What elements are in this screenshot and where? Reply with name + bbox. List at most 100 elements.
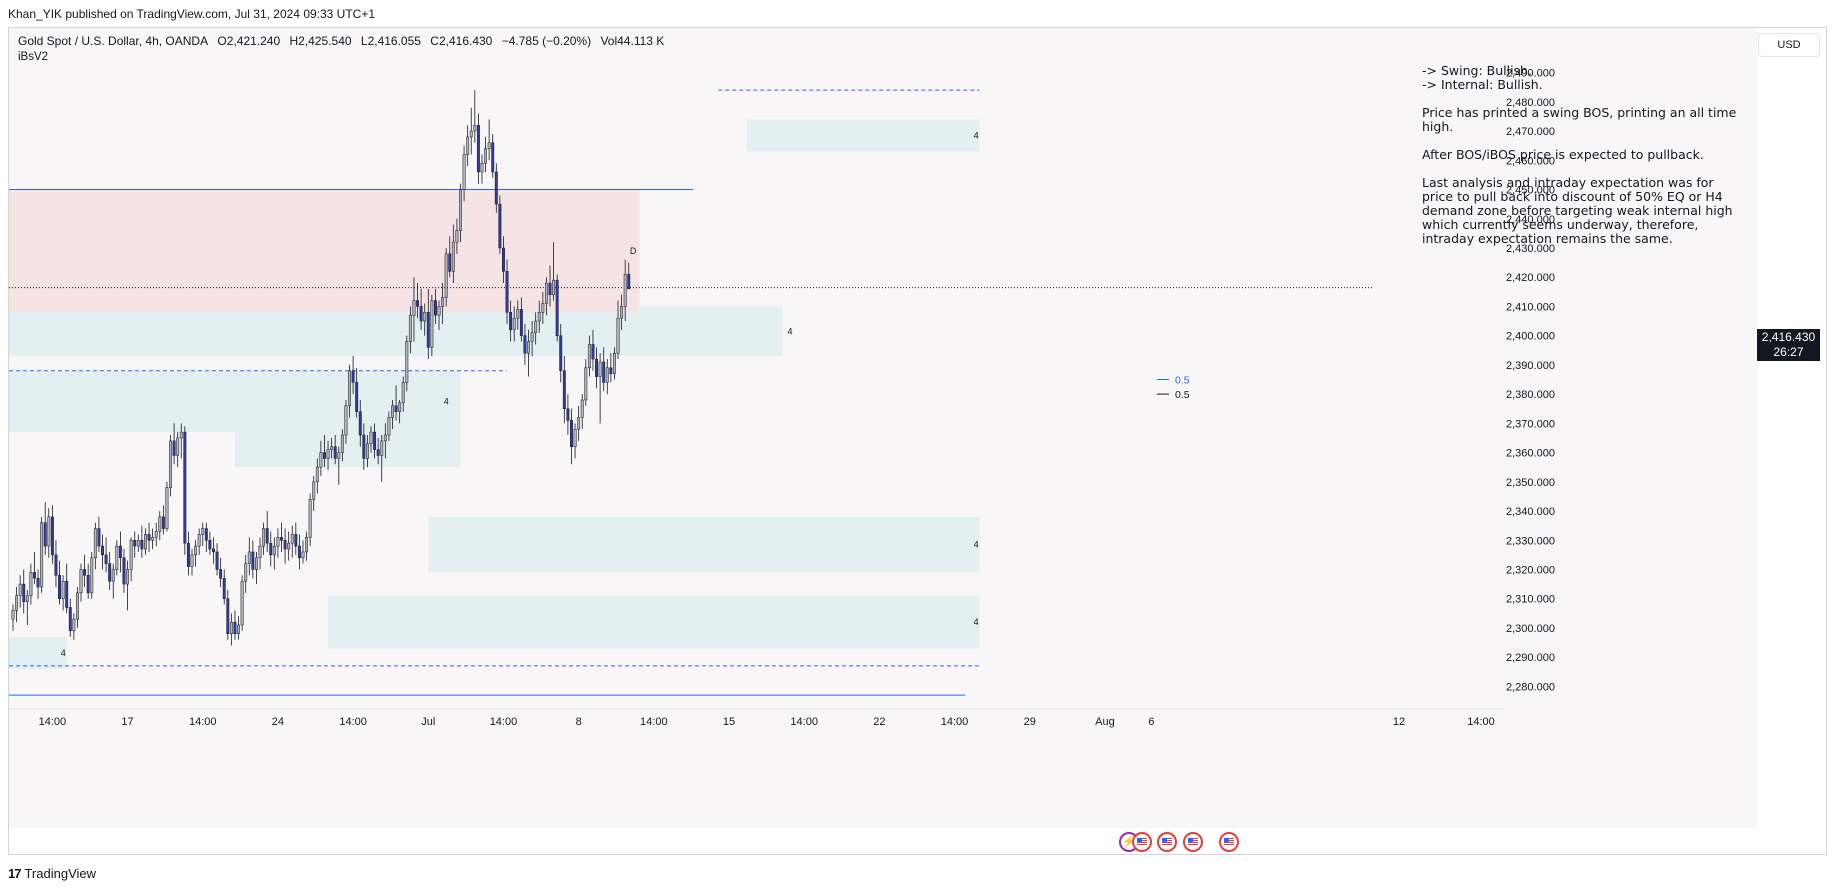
candle-up: [383, 434, 387, 442]
chart-plot-area[interactable]: 4 4 4 4 4 4 D 0.5 0.5 2,490.000 2,480.000 2,470.000…: [9, 28, 1757, 852]
candle-up: [337, 452, 341, 459]
x-tick-label: 14:00: [189, 716, 217, 728]
y-tick-label: 2,280.000: [1506, 681, 1555, 693]
us-flag-event-icon[interactable]: [1219, 832, 1239, 852]
indicator-label[interactable]: iBsV2: [18, 51, 49, 63]
y-tick-label: 2,290.000: [1506, 652, 1555, 664]
candle-up: [598, 361, 602, 377]
candle-up: [466, 136, 470, 155]
candle-down: [219, 569, 223, 579]
candle-up: [290, 534, 294, 544]
candle-up: [254, 557, 258, 570]
candle-down: [212, 548, 215, 553]
candle-down: [509, 312, 513, 331]
tradingview-logo[interactable]: 17 TradingView: [8, 866, 96, 881]
candle-up: [190, 554, 194, 567]
tradingview-logo-icon: 17: [8, 866, 22, 881]
candle-down: [68, 607, 72, 632]
candle-down: [269, 542, 273, 556]
us-flag-event-icon[interactable]: [1157, 832, 1177, 852]
candle-up: [287, 542, 291, 550]
analysis-paragraph-2: After BOS/iBOS price is expected to pull…: [1422, 147, 1704, 162]
candle-up: [75, 592, 79, 620]
y-tick-label: 2,390.000: [1506, 360, 1555, 372]
currency-button[interactable]: USD: [1758, 33, 1820, 57]
candle-up: [79, 569, 83, 594]
candle-up: [516, 309, 520, 319]
candle-up: [459, 189, 462, 231]
candle-down: [595, 358, 598, 377]
candle-up: [154, 531, 158, 538]
candle-up: [15, 595, 19, 611]
candle-down: [351, 370, 355, 383]
swing-bias: -> Swing: Bullish.: [1422, 63, 1532, 78]
publisher-header: Khan_YIK published on TradingView.com, J…: [8, 7, 376, 21]
candle-down: [50, 516, 54, 556]
candle-up: [312, 481, 316, 500]
candle-up: [577, 417, 581, 430]
candle-up: [527, 341, 530, 354]
candle-down: [416, 300, 419, 307]
candle-down: [491, 142, 495, 173]
candle-down: [97, 528, 101, 547]
analysis-paragraph-1: Price has printed a swing BOS, printing …: [1422, 105, 1737, 134]
candle-up: [169, 440, 172, 488]
candle-up: [11, 610, 15, 620]
candle-down: [208, 540, 212, 550]
y-tick-label: 2,350.000: [1506, 477, 1555, 489]
candle-up: [272, 545, 276, 556]
candle-down: [570, 420, 573, 447]
x-tick-label: Jul: [421, 716, 435, 728]
x-tick-label: Aug: [1095, 716, 1115, 728]
candle-down: [548, 282, 552, 295]
candle-up: [430, 300, 434, 348]
zone-label: D: [630, 246, 637, 256]
candle-down: [323, 452, 326, 459]
x-tick-label: 14:00: [490, 716, 518, 728]
candle-down: [22, 583, 26, 602]
analysis-paragraph-3: Last analysis and intraday expectation w…: [1422, 175, 1733, 246]
candle-up: [401, 382, 405, 404]
y-tick-label: 2,490.000: [1506, 68, 1555, 80]
candle-down: [104, 554, 108, 564]
candle-up: [258, 545, 262, 559]
candle-down: [215, 551, 219, 570]
candle-down: [36, 577, 40, 588]
candle-down: [233, 621, 237, 635]
candle-up: [484, 148, 488, 164]
us-flag-event-icon[interactable]: [1132, 832, 1152, 852]
y-tick-label: 2,380.000: [1506, 389, 1555, 401]
candle-down: [627, 274, 631, 290]
candle-up: [326, 449, 330, 459]
candle-up: [151, 537, 155, 541]
candle-down: [566, 408, 570, 421]
candle-down: [283, 540, 287, 550]
candle-down: [147, 534, 151, 541]
y-tick-label: 2,400.000: [1506, 331, 1555, 343]
candle-up: [25, 595, 29, 602]
low-value: L2,416.055: [360, 34, 421, 48]
candle-up: [623, 274, 627, 307]
current-price-value: 2,416.430: [1761, 330, 1816, 344]
symbol-legend[interactable]: Gold Spot / U.S. Dollar, 4h, OANDA O2,42…: [18, 34, 670, 48]
candle-down: [251, 551, 255, 570]
x-tick-label: 14:00: [941, 716, 969, 728]
candle-down: [297, 545, 301, 559]
x-tick-label: 12: [1393, 716, 1405, 728]
us-flag-event-icon[interactable]: [1183, 832, 1203, 852]
candle-up: [348, 370, 351, 407]
candle-up: [61, 580, 65, 599]
candle-up: [29, 572, 33, 597]
candle-up: [93, 528, 97, 559]
candle-up: [584, 367, 588, 401]
candle-up: [391, 405, 394, 418]
candle-down: [476, 124, 480, 173]
change-value: −4.785 (−0.20%): [501, 34, 592, 48]
y-tick-label: 2,320.000: [1506, 564, 1555, 576]
open-value: O2,421.240: [217, 34, 281, 48]
candle-down: [86, 575, 90, 594]
candle-up: [469, 130, 473, 138]
candle-up: [129, 540, 133, 570]
candle-up: [18, 583, 22, 597]
y-tick-label: 2,430.000: [1506, 243, 1555, 255]
